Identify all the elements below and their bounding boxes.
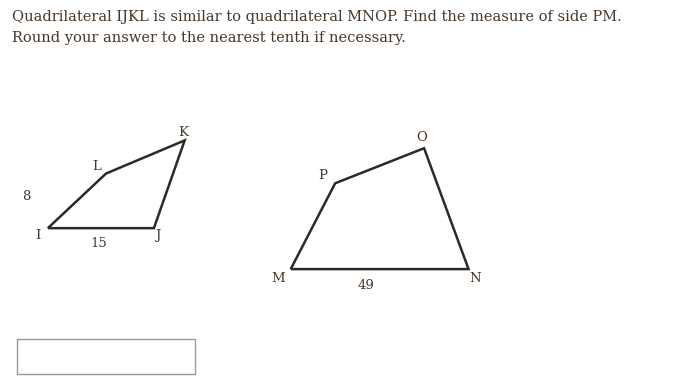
Text: K: K <box>179 126 188 139</box>
Text: L: L <box>93 160 101 174</box>
Text: N: N <box>470 271 481 285</box>
Text: O: O <box>417 131 428 144</box>
Text: 8: 8 <box>22 190 30 204</box>
Text: 15: 15 <box>91 237 107 250</box>
Text: 49: 49 <box>358 279 374 292</box>
Text: J: J <box>155 229 160 243</box>
Text: Round your answer to the nearest tenth if necessary.: Round your answer to the nearest tenth i… <box>12 31 406 45</box>
Text: Quadrilateral IJKL is similar to quadrilateral MNOP. Find the measure of side PM: Quadrilateral IJKL is similar to quadril… <box>12 10 622 24</box>
Text: P: P <box>318 169 328 182</box>
Text: I: I <box>35 229 40 243</box>
Text: M: M <box>272 271 285 285</box>
Bar <box>17 339 195 374</box>
